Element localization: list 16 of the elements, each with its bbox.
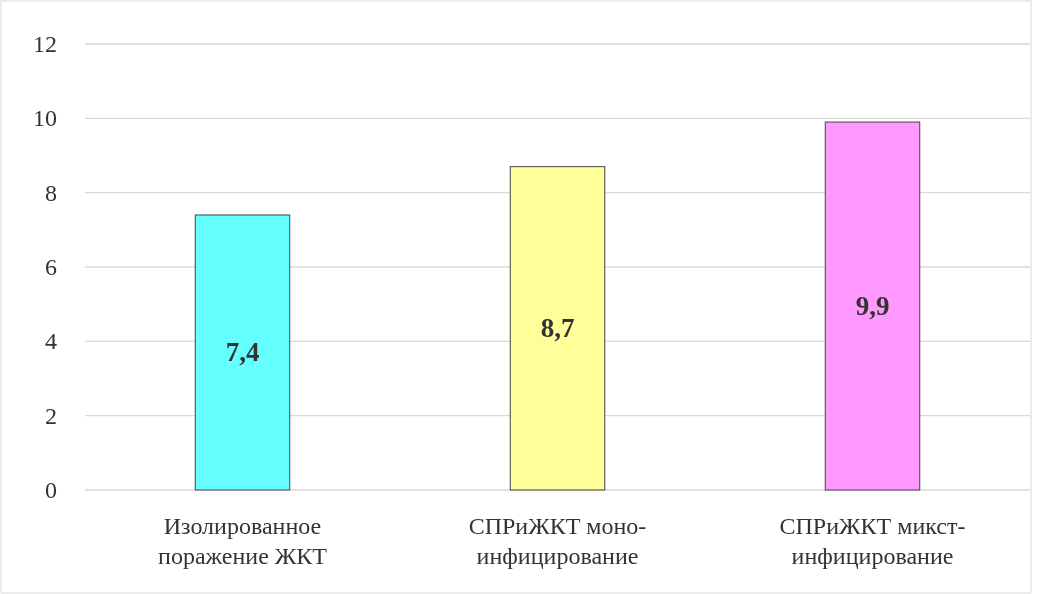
data-label: 7,4 [225, 337, 260, 368]
x-tick-label: СПРиЖКТ моно-инфицирование [468, 513, 647, 569]
y-tick-label: 0 [45, 477, 57, 503]
bar [509, 166, 606, 491]
data-label: 8,7 [540, 313, 575, 344]
y-tick-label: 10 [33, 105, 57, 132]
y-tick-label: 6 [45, 254, 57, 280]
y-tick-label: 2 [45, 402, 57, 429]
x-tick-label: СПРиЖКТ микст-инфицирование [779, 513, 966, 569]
data-label: 9,9 [855, 291, 890, 322]
y-tick-label: 8 [45, 179, 57, 206]
bar [824, 121, 921, 491]
x-tick-label: Изолированное поражение ЖКТ [158, 513, 328, 569]
y-tick-label: 4 [45, 328, 57, 355]
bar [194, 214, 291, 491]
y-tick-label: 12 [33, 31, 57, 57]
